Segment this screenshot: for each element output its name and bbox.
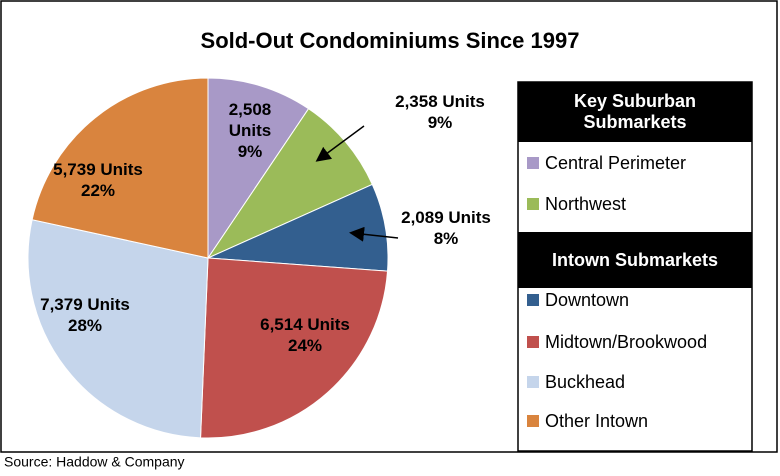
pie-slice (27, 219, 209, 439)
legend-header-bg (518, 82, 752, 142)
legend-header: Intown Submarkets (551, 249, 719, 270)
slice-value-label: 2,508 Units (228, 99, 272, 140)
slice-percent-label: 28% (67, 316, 103, 335)
legend-header-text: Key Suburban Submarkets (573, 91, 697, 132)
slice-label: 2,358 Units 9% (380, 72, 500, 152)
slice-label-box: 2,089 Units 8% (386, 188, 506, 268)
pie-slice (206, 108, 373, 260)
legend-header-text: Intown Submarkets (551, 249, 719, 270)
slice-value-label: 6,514 Units (260, 315, 350, 334)
legend: Key Suburban Submarkets Central Perimeter… (517, 81, 753, 452)
slice-value-label: 2,358 Units (395, 92, 485, 111)
slice-label-box: 2,358 Units 9% (380, 72, 500, 152)
legend-header-bg (518, 232, 752, 288)
legend-label: Downtown (545, 290, 629, 310)
legend-label: Midtown/Brookwood (545, 332, 707, 352)
slice-percent-label: 9% (427, 113, 453, 132)
legend-label: Central Perimeter (545, 153, 686, 173)
pie-slice (31, 77, 209, 259)
slice-percent-label: 22% (80, 181, 116, 200)
legend-swatch (527, 198, 539, 210)
slice-label: 2,089 Units 8% (386, 188, 506, 268)
slice-label: 6,514 Units 24% (245, 295, 365, 375)
legend-label: Other Intown (545, 411, 648, 431)
slice-label-box: 5,739 Units 22% (38, 140, 158, 220)
legend-swatch (527, 415, 539, 427)
slice-percent-label: 24% (287, 336, 323, 355)
chart-title: Sold-Out Condominiums Since 1997 (201, 28, 580, 53)
pie-slice (207, 77, 310, 260)
slice-value-label: 2,089 Units (401, 208, 491, 227)
slice-value-label: 7,379 Units (40, 295, 130, 314)
slice-label: 5,739 Units 22% (38, 140, 158, 220)
slice-label: 7,379 Units 28% (25, 275, 145, 355)
slice-percent-label: 9% (237, 141, 263, 161)
slice-percent-label: 8% (433, 229, 459, 248)
slice-label-box: 6,514 Units 24% (245, 295, 365, 375)
legend-swatch (527, 336, 539, 348)
label-arrow (315, 125, 365, 162)
legend-swatch (527, 376, 539, 388)
legend-swatch (527, 157, 539, 169)
slice-label-box: 7,379 Units 28% (25, 275, 145, 355)
source-note: Source: Haddow & Company (4, 454, 185, 470)
pie-slice (200, 257, 389, 439)
legend-header: Key Suburban Submarkets (573, 91, 697, 132)
legend-label: Northwest (545, 194, 626, 214)
label-arrow (349, 226, 399, 242)
slice-label-box: 2,508 Units 9% (215, 90, 285, 170)
slice-value-label: 5,739 Units (53, 160, 143, 179)
legend-label: Buckhead (545, 372, 625, 392)
legend-swatch (527, 294, 539, 306)
